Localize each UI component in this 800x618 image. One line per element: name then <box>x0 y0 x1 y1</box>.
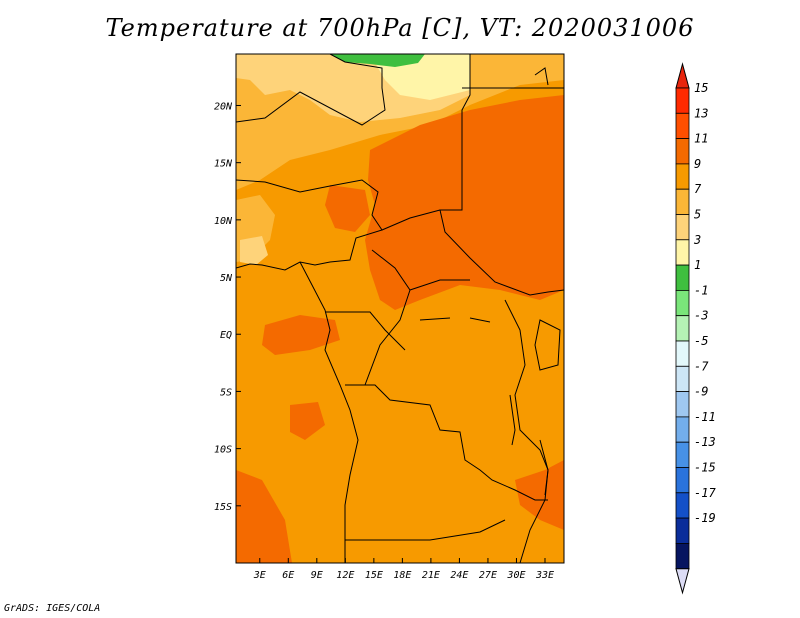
y-tick-label: 5N <box>220 273 233 284</box>
region-1-3-north <box>330 54 425 67</box>
border-line <box>325 311 406 351</box>
colorbar-label: -13 <box>694 435 716 449</box>
colorbar-swatch <box>675 87 690 114</box>
x-axis: 3E 6E 9E 12E 15E 18E 21E 24E 27E 30E 33E <box>253 558 554 581</box>
x-tick-label: 27E <box>479 570 497 581</box>
colorbar-swatch <box>675 264 690 291</box>
x-tick-label: 30E <box>506 570 525 581</box>
y-tick-label: EQ <box>220 330 232 341</box>
y-tick-label: 5S <box>220 387 232 398</box>
colorbar-swatch <box>675 391 690 418</box>
map-frame <box>235 53 565 564</box>
colorbar-label: -1 <box>694 283 708 297</box>
colorbar-swatch <box>675 441 690 468</box>
border-line <box>236 54 386 126</box>
colorbar-swatch <box>675 138 690 165</box>
river-line <box>419 317 491 323</box>
y-tick-label: 10S <box>214 445 232 456</box>
x-tick-label: 6E <box>282 570 294 581</box>
colorbar-label: -19 <box>694 511 716 525</box>
y-tick-label: 20N <box>214 101 233 112</box>
lakes-and-rift <box>504 299 549 563</box>
border-line <box>364 209 470 386</box>
red-sea-coast <box>534 67 549 86</box>
region-11-13-sahel <box>365 95 564 310</box>
colorbar-swatch <box>675 289 690 317</box>
region-11-13-southwest <box>236 470 292 563</box>
coastline <box>299 261 359 563</box>
x-tick-label: 15E <box>365 570 383 581</box>
y-tick-label: 10N <box>214 216 233 227</box>
region-11-13-nigeria <box>325 185 370 232</box>
colorbar-label: 7 <box>694 182 702 196</box>
y-tick-label: 15S <box>214 502 232 513</box>
colorbar-bottom-arrow <box>675 568 690 595</box>
colorbar-top-arrow <box>675 62 690 89</box>
colorbar-label: -9 <box>694 385 708 399</box>
colorbar-swatch <box>675 214 690 241</box>
colorbar-label: -7 <box>694 359 709 373</box>
colorbar-swatch <box>675 416 690 443</box>
lake-victoria <box>534 319 561 371</box>
colorbar-label: 3 <box>693 233 701 247</box>
colorbar-label: 15 <box>694 81 708 95</box>
colorbar-swatch <box>675 239 690 266</box>
region-5-7-west-coast <box>240 236 268 265</box>
colorbar-label: 13 <box>694 106 708 120</box>
colorbar-label: 11 <box>694 132 708 146</box>
colorbar-label: -5 <box>694 334 708 348</box>
political-boundaries <box>236 54 564 563</box>
colorbar-label: -3 <box>694 309 708 323</box>
lake-malawi <box>539 439 549 496</box>
colorbar-label: -17 <box>694 486 716 500</box>
colorbar: 15 13 11 9 7 5 3 1 -1 -3 -5 -7 -9 -11 -13 -15 -17 -19 <box>675 62 716 595</box>
colorbar-label: 1 <box>694 258 701 272</box>
colorbar-swatch <box>675 163 690 190</box>
colorbar-swatch <box>675 365 690 392</box>
coastline <box>236 179 383 271</box>
border-line <box>345 384 548 501</box>
x-tick-label: 24E <box>450 570 468 581</box>
colorbar-swatch <box>675 188 690 215</box>
x-tick-label: 9E <box>311 570 323 581</box>
border-line <box>345 519 506 541</box>
region-11-13-atlantic <box>290 402 325 440</box>
border-line <box>439 54 564 296</box>
x-tick-label: 33E <box>535 570 554 581</box>
chart-title: Temperature at 700hPa [C], VT: 202003100… <box>105 14 695 42</box>
region-11-13-southeast <box>515 460 564 530</box>
temperature-map <box>236 54 564 563</box>
colorbar-swatch <box>675 340 690 367</box>
colorbar-swatch <box>675 492 690 519</box>
colorbar-swatch <box>675 112 690 140</box>
colorbar-swatch <box>675 315 690 342</box>
colorbar-label: -15 <box>694 461 716 475</box>
x-tick-label: 18E <box>393 570 411 581</box>
x-tick-label: 12E <box>336 570 354 581</box>
x-tick-label: 21E <box>422 570 440 581</box>
lake-tanganyika <box>509 394 516 446</box>
y-tick-label: 15N <box>214 159 233 170</box>
grads-credit: GrADS: IGES/COLA <box>4 603 101 614</box>
colorbar-swatch <box>675 517 690 544</box>
colorbar-label: 5 <box>694 208 701 222</box>
colorbar-swatch <box>675 543 690 570</box>
x-tick-label: 3E <box>253 570 266 581</box>
colorbar-label: 9 <box>694 157 701 171</box>
region-11-13-gulf <box>262 315 340 355</box>
colorbar-label: -11 <box>694 410 716 424</box>
colorbar-swatch <box>675 467 690 494</box>
y-axis: 20N 15N 10N 5N EQ 5S 10S 15S <box>214 101 241 513</box>
